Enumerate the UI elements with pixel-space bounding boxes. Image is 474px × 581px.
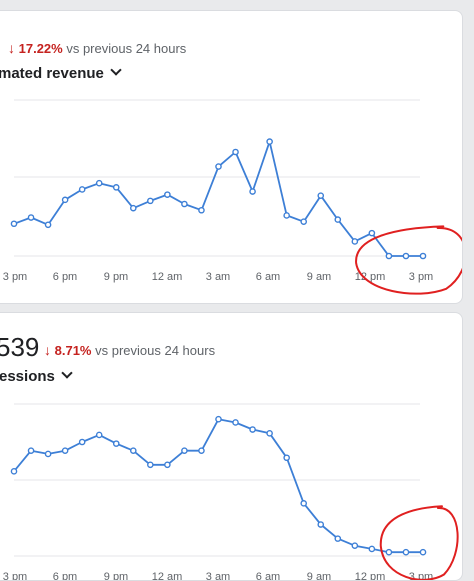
data-point[interactable]: [95, 431, 103, 439]
data-point[interactable]: [283, 454, 290, 462]
x-tick-label: 9 pm: [104, 571, 128, 580]
data-point[interactable]: [351, 238, 359, 245]
x-tick-label: 3 pm: [3, 271, 27, 283]
change-percent: 8.71%: [54, 343, 92, 358]
data-point[interactable]: [147, 197, 154, 205]
metric-label: mated revenue: [0, 65, 104, 82]
data-point[interactable]: [112, 440, 120, 447]
x-tick-label: 6 pm: [53, 271, 77, 283]
metric-selector[interactable]: mated revenue: [0, 64, 122, 82]
data-point[interactable]: [368, 229, 376, 237]
x-tick-label: 6 pm: [53, 571, 77, 580]
change-indicator: ↓ 17.22% vs previous 24 hours: [8, 40, 186, 56]
data-point[interactable]: [78, 186, 86, 193]
change-text: vs previous 24 hours: [66, 41, 187, 56]
x-tick-label: 6 am: [256, 271, 280, 283]
data-point[interactable]: [44, 221, 52, 229]
data-point[interactable]: [249, 188, 256, 195]
data-point[interactable]: [283, 212, 290, 219]
data-point[interactable]: [10, 220, 18, 228]
data-point[interactable]: [317, 521, 325, 528]
data-point[interactable]: [198, 206, 205, 214]
data-point[interactable]: [368, 545, 376, 553]
data-point[interactable]: [44, 450, 52, 458]
series-line: [13, 418, 423, 554]
data-point[interactable]: [95, 179, 103, 187]
data-point[interactable]: [215, 163, 222, 170]
data-point[interactable]: [300, 218, 308, 225]
data-point[interactable]: [385, 548, 393, 556]
data-point[interactable]: [266, 138, 273, 145]
annotation-circle: [355, 225, 462, 295]
arrow-down-icon: ↓: [44, 342, 51, 358]
data-point[interactable]: [232, 148, 239, 156]
annotation-circle: [379, 505, 459, 580]
series-line: [13, 140, 423, 257]
x-tick-label: 9 am: [307, 271, 331, 283]
data-point[interactable]: [419, 548, 427, 556]
change-indicator: ↓ 8.71% vs previous 24 hours: [44, 342, 215, 358]
data-point[interactable]: [181, 200, 188, 208]
data-point[interactable]: [10, 468, 18, 475]
x-tick-label: 12 pm: [355, 271, 386, 283]
revenue-card: ↓ 17.22% vs previous 24 hours mated reve…: [0, 10, 463, 304]
data-point[interactable]: [164, 461, 171, 469]
x-tick-label: 3 am: [206, 571, 230, 580]
metric-label: essions: [0, 368, 55, 385]
data-point[interactable]: [129, 204, 137, 212]
change-percent: 17.22%: [18, 41, 63, 56]
data-point[interactable]: [164, 191, 171, 198]
x-tick-label: 3 am: [206, 271, 230, 283]
sessions-card: 539 ↓ 8.71% vs previous 24 hours essions…: [0, 312, 463, 581]
data-point[interactable]: [27, 214, 35, 221]
x-tick-label: 12 am: [152, 271, 183, 283]
data-point[interactable]: [78, 438, 86, 446]
x-tick-label: 3 pm: [409, 271, 433, 283]
data-point[interactable]: [300, 500, 308, 507]
metric-selector[interactable]: essions: [0, 367, 73, 385]
x-tick-label: 3 pm: [409, 571, 433, 580]
data-point[interactable]: [61, 196, 69, 204]
arrow-down-icon: ↓: [8, 40, 15, 56]
data-point[interactable]: [129, 447, 137, 454]
data-point[interactable]: [402, 548, 410, 556]
data-point[interactable]: [334, 535, 342, 542]
data-point[interactable]: [266, 430, 273, 437]
change-text: vs previous 24 hours: [95, 343, 216, 358]
data-point[interactable]: [61, 447, 69, 454]
data-point[interactable]: [112, 184, 120, 191]
data-point[interactable]: [317, 192, 325, 199]
x-tick-label: 12 pm: [355, 571, 386, 580]
data-point[interactable]: [198, 447, 205, 454]
sessions-chart: 3 pm 6 pm 9 pm 12 am 3 am 6 am 9 am 12 pm 3 pm: [3, 403, 459, 580]
x-tick-label: 3 pm: [3, 571, 27, 580]
big-value: 539: [0, 332, 40, 362]
data-point[interactable]: [334, 216, 342, 223]
data-point[interactable]: [27, 447, 35, 454]
data-point[interactable]: [402, 252, 410, 260]
data-point[interactable]: [385, 252, 393, 260]
x-tick-label: 9 pm: [104, 271, 128, 283]
data-point[interactable]: [181, 447, 188, 454]
revenue-chart: 3 pm 6 pm 9 pm 12 am 3 am 6 am 9 am 12 pm 3 pm: [3, 99, 462, 295]
x-tick-label: 9 am: [307, 571, 331, 580]
data-point[interactable]: [232, 419, 239, 426]
data-point[interactable]: [351, 542, 359, 549]
data-point[interactable]: [419, 252, 427, 260]
data-point[interactable]: [147, 461, 154, 469]
x-tick-label: 12 am: [152, 571, 183, 580]
x-tick-label: 6 am: [256, 571, 280, 580]
data-point[interactable]: [215, 415, 222, 423]
data-point[interactable]: [249, 426, 256, 433]
